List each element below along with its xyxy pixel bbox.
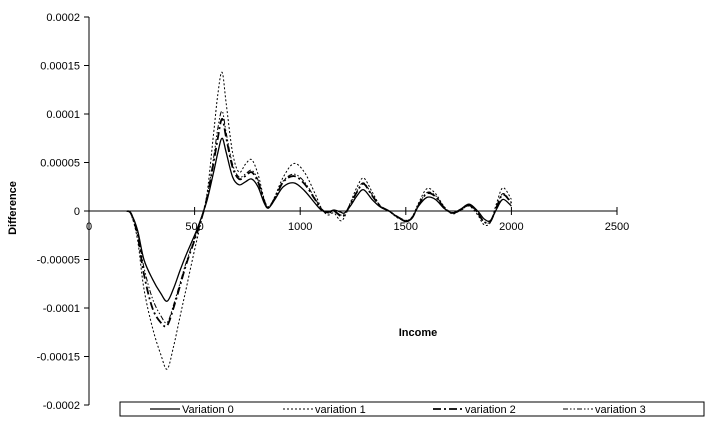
- legend-label-1: variation 1: [315, 404, 366, 416]
- y-axis-label: Difference: [7, 181, 19, 235]
- legend-box: [119, 401, 705, 417]
- x-tick-label: 1500: [394, 221, 418, 233]
- x-tick-label: 1000: [288, 221, 312, 233]
- legend-label-2: variation 2: [465, 404, 516, 416]
- series-lines: [126, 71, 513, 370]
- series-line-3: [126, 110, 512, 324]
- y-tick-label: -0.00015: [37, 352, 80, 364]
- x-tick-label: 2000: [499, 221, 523, 233]
- x-tick-label: 0: [86, 221, 92, 233]
- legend: Variation 0 variation 1 variation 2 variati…: [119, 401, 705, 417]
- y-tick-label: -0.0001: [43, 303, 80, 315]
- legend-label-3: variation 3: [595, 404, 646, 416]
- y-tick-label: -0.00005: [37, 255, 80, 267]
- y-tick-label: 0.0002: [46, 12, 80, 24]
- y-tick-label: 0.00005: [40, 158, 80, 170]
- y-tick-label: 0: [74, 206, 80, 218]
- y-tick-label: 0.0001: [46, 109, 80, 121]
- y-tick-label: 0.00015: [40, 61, 80, 73]
- legend-label-0: Variation 0: [182, 404, 234, 416]
- y-tick-label: -0.0002: [43, 400, 80, 412]
- series-line-2: [126, 117, 513, 328]
- series-line-0: [126, 137, 512, 302]
- axes: 0.0002 0.00015 0.0001 0.00005 0 -0.00005 -0.00…: [37, 12, 630, 412]
- x-tick-label: 2500: [605, 221, 629, 233]
- x-axis-label: Income: [399, 327, 438, 339]
